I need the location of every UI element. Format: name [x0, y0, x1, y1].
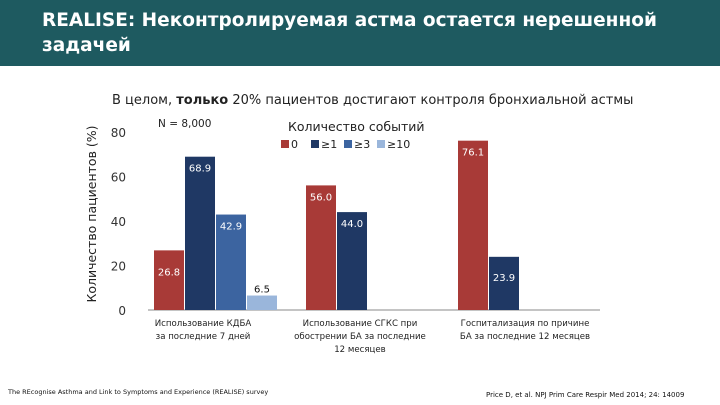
legend-label: ≥3 — [354, 138, 370, 151]
category-label: Использование СГКС при обострении БА за п… — [260, 318, 460, 357]
bar-ge1-cat1 — [185, 156, 215, 310]
category-label: Использование КДБА за последние 7 дней — [103, 318, 303, 344]
data-label: 23.9 — [493, 273, 515, 284]
legend-label: ≥1 — [321, 138, 337, 151]
legend-swatch — [377, 140, 385, 148]
data-label: 42.9 — [220, 222, 242, 233]
bar-ge3-cat1 — [216, 214, 246, 310]
bar-ge1-cat2 — [337, 212, 367, 310]
category-label-line: Госпитализация по причине — [460, 319, 590, 329]
subtitle-bold: только — [176, 93, 229, 108]
bar-0-cat3 — [458, 140, 488, 310]
data-label: 44.0 — [341, 219, 363, 230]
data-label: 56.0 — [310, 192, 332, 203]
legend-swatch — [311, 140, 319, 148]
subtitle-prefix: В целом, — [112, 93, 177, 108]
y-tick-label: 60 — [111, 171, 126, 185]
slide-subtitle: В целом, только 20% пациентов достигают … — [112, 93, 633, 108]
bar-0-cat1 — [154, 250, 184, 310]
legend-label: ≥10 — [387, 138, 410, 151]
survey-footnote: The REcognise Asthma and Link to Symptom… — [8, 388, 269, 396]
data-label: 76.1 — [462, 148, 484, 159]
y-tick-label: 20 — [111, 260, 126, 274]
y-tick-label: 80 — [111, 126, 126, 140]
bar-ge1-cat3 — [489, 256, 519, 310]
subtitle-rest: 20% пациентов достигают контроля бронхиа… — [228, 93, 634, 108]
category-label-line: Использование СГКС при — [302, 319, 418, 329]
bar-0-cat2 — [306, 185, 336, 310]
category-label-line: 12 месяцев — [334, 345, 386, 355]
category-label-line: за последние 7 дней — [155, 332, 251, 342]
y-axis-label: Количество пациентов (%) — [84, 125, 99, 302]
data-label: 68.9 — [189, 164, 211, 175]
category-label-line: обострении БА за последние — [294, 332, 426, 342]
legend-label: 0 — [291, 138, 298, 151]
citation: Price D, et al. NPJ Prim Care Respir Med… — [486, 391, 685, 399]
title-bar: REALISE: Неконтролируемая астма остается… — [0, 0, 720, 66]
category-label: Госпитализация по причине БА за последние… — [425, 318, 625, 344]
y-tick-label: 40 — [111, 215, 126, 229]
legend-title: Количество событий — [288, 119, 424, 134]
bar-ge10-cat1 — [247, 295, 277, 310]
category-label-line: БА за последние 12 месяцев — [459, 332, 591, 342]
data-label: 6.5 — [254, 285, 270, 296]
legend-swatch — [344, 140, 352, 148]
data-label: 26.8 — [158, 267, 180, 278]
slide-title: REALISE: Неконтролируемая астма остается… — [42, 10, 657, 56]
y-tick-label: 0 — [118, 304, 126, 318]
legend-swatch — [281, 140, 289, 148]
category-label-line: Использование КДБА — [154, 319, 252, 329]
sample-size-annotation: N = 8,000 — [158, 118, 211, 130]
